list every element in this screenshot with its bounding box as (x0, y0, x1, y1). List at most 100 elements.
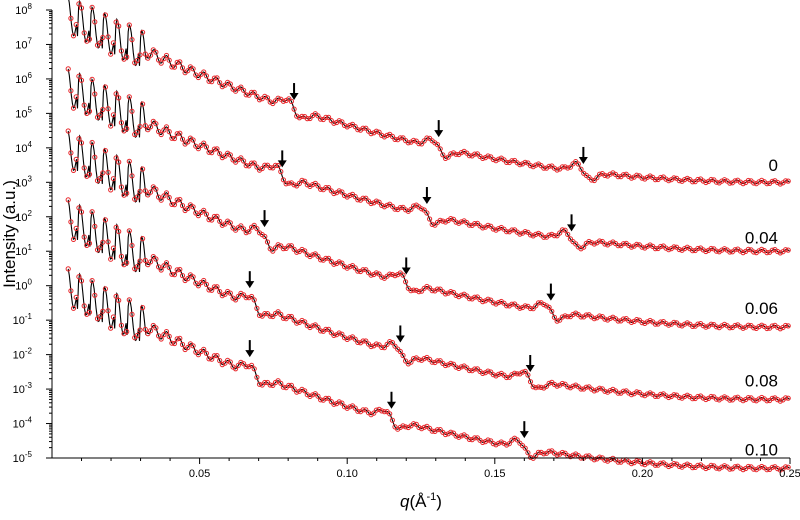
data-point-series-4 (68, 288, 74, 294)
data-point-series-0 (586, 174, 592, 180)
data-point-series-4 (177, 335, 183, 341)
data-point-series-2 (283, 245, 289, 251)
data-point-series-1 (81, 102, 87, 108)
data-point-series-1 (299, 177, 305, 183)
data-point-series-0 (299, 113, 305, 120)
data-point-series-1 (419, 206, 425, 212)
data-point-series-0 (442, 155, 449, 161)
data-point-series-4 (108, 325, 114, 331)
data-point-series-0 (589, 177, 595, 183)
data-point-series-0 (336, 118, 342, 124)
data-point-series-1 (775, 248, 781, 255)
data-point-series-3 (445, 362, 451, 368)
data-point-series-4 (464, 434, 470, 440)
data-point-series-1 (634, 241, 640, 247)
data-point-series-1 (140, 101, 146, 107)
data-point-series-2 (193, 210, 199, 216)
data-point-series-1 (591, 241, 597, 247)
data-point-series-4 (65, 266, 71, 272)
data-point-series-2 (578, 314, 584, 320)
data-point-series-1 (432, 222, 438, 228)
data-point-series-4 (302, 388, 308, 394)
data-point-series-3 (607, 388, 613, 394)
data-point-series-1 (326, 185, 332, 191)
data-point-series-3 (65, 197, 71, 203)
data-point-series-4 (458, 433, 464, 439)
data-point-series-4 (597, 454, 603, 460)
data-point-series-2 (419, 288, 425, 294)
data-point-series-1 (549, 231, 555, 237)
data-point-series-2 (299, 246, 305, 253)
data-point-series-1 (682, 246, 688, 252)
data-point-series-4 (331, 401, 337, 407)
y-tick-exponent: 7 (28, 36, 33, 45)
data-point-series-4 (719, 464, 725, 470)
data-point-series-2 (206, 217, 212, 223)
data-point-series-1 (411, 203, 417, 209)
data-point-series-0 (628, 175, 635, 181)
data-point-series-3 (464, 365, 470, 371)
data-point-series-3 (480, 370, 486, 376)
data-point-series-2 (777, 326, 783, 332)
data-point-series-1 (597, 238, 603, 244)
data-point-series-3 (68, 219, 74, 225)
data-point-series-1 (562, 227, 568, 233)
data-point-series-4 (102, 286, 109, 292)
data-point-series-3 (310, 323, 316, 329)
data-point-series-4 (86, 309, 93, 315)
data-point-series-1 (341, 192, 348, 199)
data-point-series-2 (264, 239, 271, 245)
data-point-series-2 (177, 196, 183, 203)
data-point-series-3 (246, 295, 252, 301)
data-point-series-4 (294, 389, 300, 395)
data-point-series-4 (777, 467, 783, 473)
data-point-series-2 (453, 292, 459, 298)
data-point-series-2 (740, 325, 746, 331)
data-point-series-2 (209, 217, 215, 223)
data-point-series-2 (634, 317, 640, 323)
data-point-series-2 (81, 165, 87, 171)
data-point-series-3 (427, 356, 433, 362)
data-point-series-3 (235, 293, 241, 300)
data-point-series-4 (171, 340, 178, 347)
data-point-series-3 (512, 370, 518, 376)
data-point-series-0 (171, 64, 178, 70)
data-point-series-0 (450, 150, 457, 156)
data-point-series-4 (759, 463, 765, 470)
data-point-series-4 (339, 400, 345, 406)
data-point-series-2 (496, 299, 502, 306)
data-point-series-2 (270, 248, 276, 254)
data-point-series-2 (437, 286, 443, 292)
data-point-series-4 (134, 332, 140, 339)
feature-arrow-head (260, 220, 270, 228)
data-point-series-3 (339, 331, 345, 337)
data-point-series-4 (203, 350, 209, 356)
y-tick-exponent: -5 (25, 450, 33, 459)
data-point-series-4 (514, 437, 520, 443)
data-point-series-0 (565, 165, 571, 171)
data-point-series-4 (488, 438, 494, 444)
y-tick-base: 10 (15, 246, 27, 258)
data-point-series-3 (615, 390, 621, 396)
data-point-series-0 (270, 100, 276, 107)
data-point-series-3 (647, 390, 653, 396)
data-point-series-4 (355, 408, 361, 414)
data-point-series-0 (719, 178, 725, 184)
data-point-series-4 (315, 393, 321, 399)
data-point-series-2 (97, 175, 103, 181)
data-point-series-1 (249, 160, 255, 166)
feature-arrow-head (395, 335, 405, 343)
data-point-series-2 (764, 325, 770, 332)
data-point-series-1 (376, 199, 382, 205)
data-point-series-3 (745, 395, 752, 401)
feature-arrow-head (525, 364, 535, 372)
data-point-series-3 (328, 330, 334, 336)
data-point-series-1 (278, 169, 284, 175)
data-point-series-2 (203, 211, 209, 217)
data-point-series-0 (315, 113, 321, 119)
y-tick-base: 10 (15, 212, 27, 224)
data-point-series-1 (658, 243, 664, 250)
data-point-series-1 (209, 150, 215, 156)
data-point-series-0 (546, 163, 552, 169)
y-tick-exponent: -2 (25, 347, 33, 356)
